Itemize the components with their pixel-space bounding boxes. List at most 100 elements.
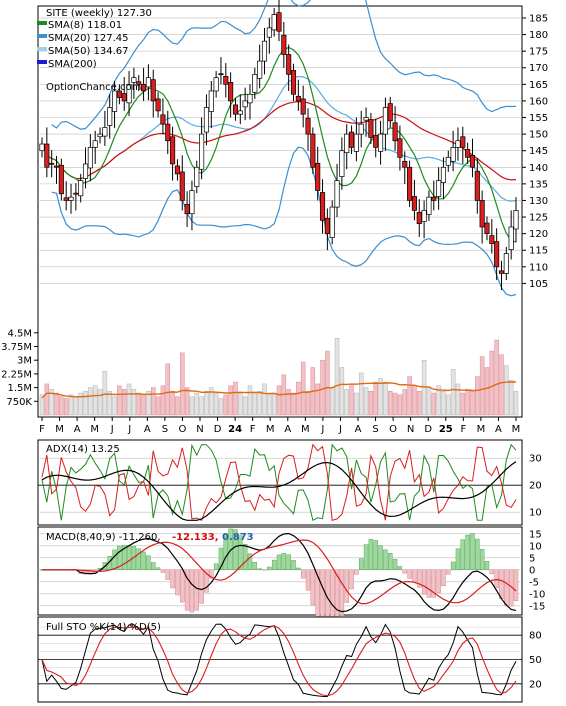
candle-body	[310, 133, 316, 168]
candle-body	[353, 133, 359, 152]
candle-body	[460, 136, 466, 148]
candle-body	[170, 136, 176, 165]
month-label: 25	[439, 424, 453, 435]
macd-histogram-bar	[479, 549, 485, 571]
macd-histogram-bar	[160, 569, 166, 573]
macd-histogram-bar	[175, 569, 180, 596]
volume-tick-label: 2.25M	[1, 369, 32, 380]
price-tick-label: 170	[529, 63, 548, 74]
macd-histogram-bar	[431, 569, 436, 598]
macd-histogram-bar	[421, 569, 427, 595]
legend-swatch-sma200	[37, 60, 47, 64]
candle-body	[121, 93, 127, 102]
candle-body	[102, 127, 108, 137]
macd-histogram-bar	[170, 569, 175, 589]
macd-histogram-bar	[286, 554, 291, 571]
volume-bar	[247, 385, 253, 416]
volume-bar	[436, 385, 441, 416]
price-tick-label: 115	[529, 246, 548, 257]
volume-bar	[291, 392, 296, 416]
macd-histogram-bar	[112, 549, 117, 570]
candle-body	[184, 204, 190, 215]
price-tick-label: 130	[529, 196, 548, 207]
candle-body	[257, 60, 263, 79]
price-tick-label: 180	[529, 30, 548, 41]
macd-histogram-bar	[460, 539, 465, 571]
macd-histogram-bar	[184, 569, 190, 611]
volume-bar	[252, 392, 258, 416]
candle-body	[319, 192, 326, 221]
macd-histogram-bar	[189, 569, 195, 613]
macd-tick-label: -10	[529, 589, 545, 600]
macd-histogram-bar	[291, 560, 296, 571]
macd-histogram-bar	[339, 569, 345, 616]
volume-bar	[450, 369, 456, 416]
stochastic-tick-label: 80	[529, 631, 542, 642]
candle-body	[131, 77, 137, 83]
month-label: O	[179, 424, 187, 435]
candle-body	[498, 270, 505, 274]
volume-bar	[358, 372, 364, 416]
month-label: A	[284, 424, 291, 435]
volume-bar	[334, 338, 340, 416]
candle-body	[208, 90, 214, 112]
candle-body	[474, 170, 480, 201]
month-label: A	[74, 424, 81, 435]
adx-lines	[41, 443, 517, 522]
volume-bar	[383, 381, 388, 416]
month-label: A	[144, 424, 151, 435]
sma50-line	[41, 100, 517, 181]
volume-bar	[484, 367, 490, 416]
volume-bar	[257, 391, 262, 416]
month-label: N	[196, 424, 203, 435]
candle-body	[397, 138, 403, 158]
candle-body	[315, 162, 321, 191]
candle-body	[271, 14, 277, 31]
candle-body	[508, 226, 514, 250]
legend: SITE (weekly) 127.30 SMA(8) 118.01 SMA(2…	[37, 8, 152, 93]
volume-bar	[131, 389, 137, 416]
volume-bar	[39, 394, 45, 416]
adx-tick-label: 10	[529, 508, 542, 519]
volume-bar	[368, 391, 374, 416]
volume-bar	[397, 394, 403, 416]
volume-bar	[489, 350, 495, 416]
volume-bar	[112, 396, 117, 416]
volume-bar	[378, 378, 383, 416]
volume-bar	[88, 387, 93, 416]
macd-histogram-bar	[151, 562, 156, 571]
macd-histogram-bar	[218, 547, 224, 571]
macd-line	[42, 532, 517, 613]
stochastic-lines	[41, 623, 517, 698]
price-indicator-lines	[41, 0, 517, 297]
macd-histogram-bar	[397, 566, 403, 571]
price-tick-label: 110	[529, 262, 548, 273]
candle-body	[237, 110, 243, 115]
volume-bar	[373, 381, 378, 416]
macd-histogram-bar	[271, 559, 277, 570]
candle-body	[363, 117, 369, 121]
candle-body	[145, 77, 151, 88]
volume-bar	[412, 385, 417, 416]
macd-histogram-bar	[209, 569, 214, 579]
candle-body	[392, 122, 398, 142]
candle-body	[97, 133, 103, 138]
volume-bar	[107, 391, 112, 416]
macd-histogram-bar	[426, 569, 432, 598]
month-label: S	[162, 424, 168, 435]
candle-body	[479, 200, 485, 228]
candle-body	[295, 95, 301, 102]
volume-bar	[499, 354, 504, 416]
macd-histogram-bar	[450, 561, 456, 570]
candle-body	[213, 77, 219, 92]
candle-body	[126, 83, 132, 104]
price-tick-label: 150	[529, 130, 548, 141]
macd-histogram-bar	[475, 538, 480, 571]
macd-histogram-bar	[446, 569, 451, 575]
macd-histogram-bar	[513, 569, 519, 601]
volume-bar	[141, 394, 146, 416]
volume-bar	[184, 387, 190, 416]
adx-grid	[38, 457, 522, 513]
candle-body	[266, 27, 272, 38]
